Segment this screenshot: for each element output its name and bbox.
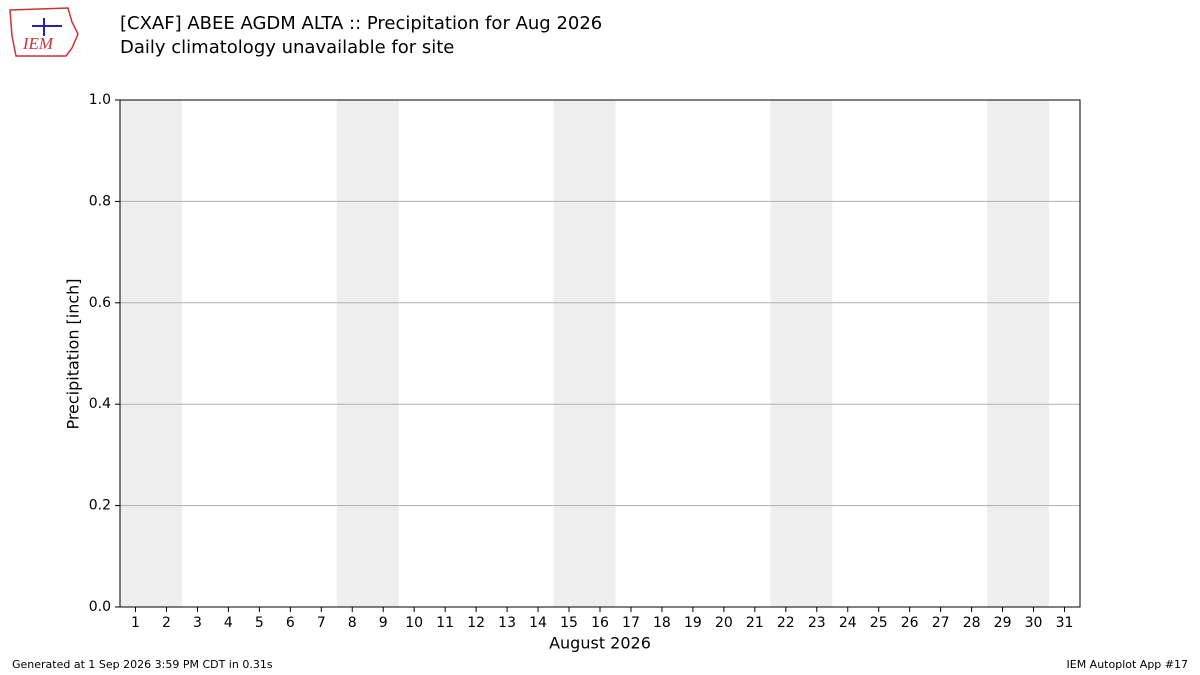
x-tick-label: 4 — [224, 615, 233, 631]
footer-right: IEM Autoplot App #17 — [1067, 658, 1189, 671]
weekend-span — [553, 100, 616, 607]
chart-subtitle: Daily climatology unavailable for site — [120, 37, 454, 58]
y-tick-label: 0.6 — [89, 295, 111, 311]
weekend-span — [120, 100, 182, 607]
x-tick-label: 1 — [131, 615, 140, 631]
x-tick-label: 27 — [932, 615, 950, 631]
plot-frame — [119, 99, 1081, 608]
x-tick-label: 24 — [839, 615, 857, 631]
x-tick-label: 29 — [994, 615, 1012, 631]
y-axis-label: Precipitation [inch] — [64, 278, 83, 429]
y-tick-label: 0.2 — [89, 498, 111, 514]
x-tick-label: 8 — [348, 615, 357, 631]
logo-text: IEM — [22, 34, 54, 53]
x-tick-label: 19 — [684, 615, 702, 631]
x-tick-label: 11 — [436, 615, 454, 631]
x-tick-label: 21 — [746, 615, 764, 631]
x-tick-label: 25 — [870, 615, 888, 631]
x-tick-label: 20 — [715, 615, 733, 631]
logo: IEM — [9, 7, 79, 57]
x-tick-label: 28 — [963, 615, 981, 631]
x-tick-label: 31 — [1056, 615, 1074, 631]
x-tick-label: 15 — [560, 615, 578, 631]
x-tick-label: 30 — [1025, 615, 1043, 631]
footer-left: Generated at 1 Sep 2026 3:59 PM CDT in 0… — [12, 658, 273, 671]
weekend-span — [336, 100, 399, 607]
x-tick-label: 9 — [379, 615, 388, 631]
weekend-span — [770, 100, 833, 607]
x-tick-label: 23 — [808, 615, 826, 631]
weekend-span — [987, 100, 1050, 607]
x-tick-label: 18 — [653, 615, 671, 631]
x-tick-label: 12 — [467, 615, 485, 631]
x-tick-label: 2 — [162, 615, 171, 631]
chart-title: [CXAF] ABEE AGDM ALTA :: Precipitation f… — [120, 13, 602, 34]
x-tick-label: 13 — [498, 615, 516, 631]
x-tick-label: 16 — [591, 615, 609, 631]
y-tick-label: 0.4 — [89, 396, 111, 412]
x-axis-label: August 2026 — [549, 634, 651, 653]
y-tick-label: 1.0 — [89, 92, 111, 108]
y-tick-label: 0.0 — [89, 599, 111, 615]
x-tick-label: 3 — [193, 615, 202, 631]
x-tick-label: 26 — [901, 615, 919, 631]
x-tick-label: 17 — [622, 615, 640, 631]
x-tick-label: 7 — [317, 615, 326, 631]
x-tick-label: 22 — [777, 615, 795, 631]
x-tick-label: 5 — [255, 615, 264, 631]
x-tick-label: 6 — [286, 615, 295, 631]
x-tick-label: 10 — [405, 615, 423, 631]
x-tick-label: 14 — [529, 615, 547, 631]
y-tick-label: 0.8 — [89, 193, 111, 209]
